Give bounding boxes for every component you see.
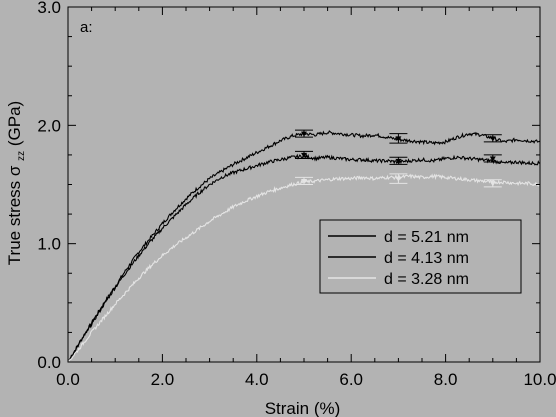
error-bar-marker bbox=[301, 178, 307, 184]
legend: d = 5.21 nm d = 4.13 nm d = 3.28 nm bbox=[319, 219, 522, 294]
x-axis-title: Strain (%) bbox=[265, 399, 341, 417]
legend-label-2: d = 4.13 nm bbox=[384, 250, 469, 267]
axes-layer: 0.0 2.0 4.0 6.0 8.0 10.0 0.0 1.0 2.0 3.0 bbox=[37, 0, 556, 389]
y-tick-label: 1.0 bbox=[37, 235, 61, 254]
error-bar-marker bbox=[301, 152, 307, 158]
error-bar-series-2 bbox=[389, 156, 408, 165]
error-bar-marker bbox=[489, 181, 496, 187]
error-bar-series-3 bbox=[483, 179, 502, 188]
error-bar-series-1 bbox=[483, 134, 502, 143]
error-bar-marker bbox=[395, 136, 402, 142]
plot-layer bbox=[67, 129, 541, 363]
panel-label: a: bbox=[80, 19, 93, 36]
y-tick-label: 2.0 bbox=[37, 116, 61, 135]
x-tick-label: 4.0 bbox=[245, 370, 269, 389]
error-bar-marker bbox=[395, 158, 402, 164]
legend-label-1: d = 5.21 nm bbox=[384, 229, 469, 246]
x-tick-label: 2.0 bbox=[151, 370, 175, 389]
x-tick-label: 10.0 bbox=[523, 370, 556, 389]
y-tick-label: 3.0 bbox=[37, 0, 61, 17]
y-tick-label: 0.0 bbox=[37, 353, 61, 372]
x-tick-label: 6.0 bbox=[339, 370, 363, 389]
error-bar-series-2 bbox=[295, 150, 313, 159]
error-bar-marker bbox=[301, 131, 307, 137]
x-tick-label: 0.0 bbox=[56, 370, 80, 389]
error-bar-series-1 bbox=[295, 129, 313, 138]
y-axis-title: True stress σ zz (GPa) bbox=[5, 101, 28, 265]
y-axis-title-subscript: zz bbox=[16, 151, 27, 161]
x-tick-label: 8.0 bbox=[434, 370, 458, 389]
legend-label-3: d = 3.28 nm bbox=[384, 271, 469, 288]
y-axis-title-main: True stress σ bbox=[5, 165, 24, 265]
y-axis-title-unit: (GPa) bbox=[5, 101, 24, 146]
error-bar-series-2 bbox=[483, 154, 502, 163]
error-bar-marker bbox=[489, 136, 496, 142]
error-bar-series-3 bbox=[295, 176, 313, 185]
error-bar-marker bbox=[395, 176, 402, 182]
error-bar-marker bbox=[489, 156, 496, 162]
error-bar-series-1 bbox=[389, 133, 408, 144]
error-bar-series-3 bbox=[389, 173, 408, 184]
